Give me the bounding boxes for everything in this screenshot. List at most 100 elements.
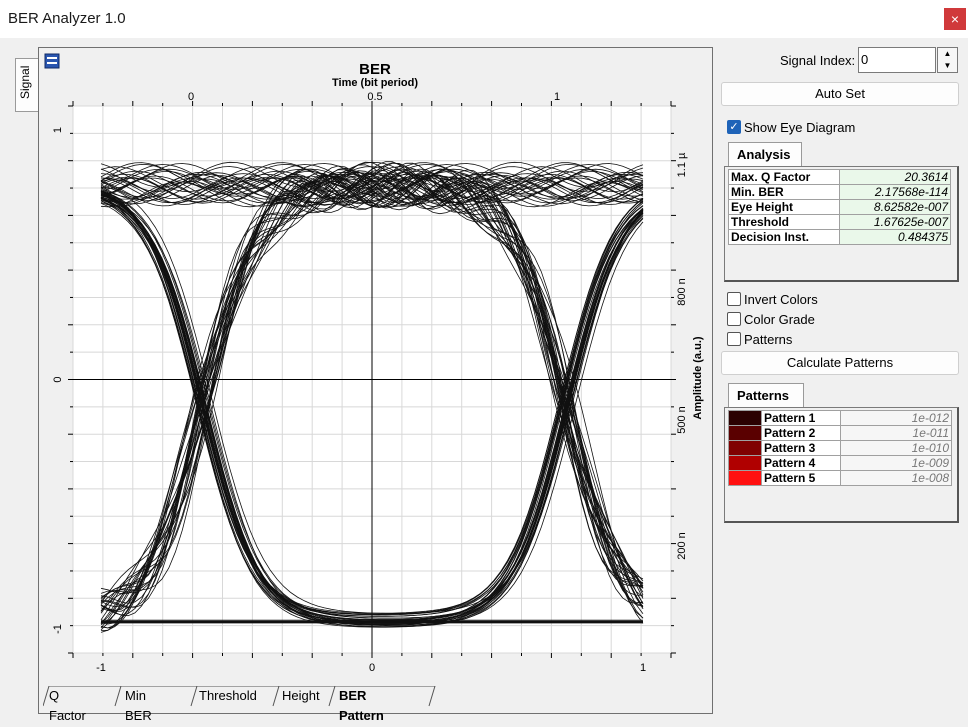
pattern-name: Pattern 1 <box>761 410 841 426</box>
eye-trace <box>100 169 644 612</box>
chart-menu-icon-bar <box>47 57 57 59</box>
tab-ber-pattern[interactable]: BER Pattern <box>339 688 384 723</box>
right-axis-label: Amplitude (a.u.) <box>692 336 704 419</box>
bottom-tick-label: -1 <box>96 662 106 674</box>
right-tick-label: 200 n <box>676 532 688 560</box>
calculate-patterns-button[interactable]: Calculate Patterns <box>721 351 959 375</box>
analysis-row: Eye Height 8.62582e-007 <box>728 199 951 215</box>
plot-frame: BER Time (bit period) 0 0.5 1 -1 0 1 1 0 -1 1.1 µ 80… <box>38 47 713 714</box>
eye-trace <box>100 176 644 203</box>
analysis-key: Eye Height <box>728 199 840 215</box>
pattern-swatch[interactable] <box>728 425 762 441</box>
stepper-up-icon[interactable]: ▲ <box>943 49 952 58</box>
analysis-value[interactable]: 20.3614 <box>839 169 951 185</box>
auto-set-button[interactable]: Auto Set <box>721 82 959 106</box>
pattern-row: Pattern 1 1e-012 <box>728 410 952 426</box>
pattern-value[interactable]: 1e-011 <box>840 425 952 441</box>
eye-trace <box>100 163 644 189</box>
pattern-swatch[interactable] <box>728 470 762 486</box>
pattern-row: Pattern 3 1e-010 <box>728 440 952 456</box>
pattern-swatch[interactable] <box>728 410 762 426</box>
eye-trace <box>100 166 644 625</box>
chart-title: BER <box>359 61 391 78</box>
show-eye-checkbox[interactable]: ✓ <box>727 120 741 134</box>
analysis-grid: Max. Q Factor 20.3614 Min. BER 2.17568e-11… <box>724 166 959 282</box>
pattern-swatch[interactable] <box>728 455 762 471</box>
analysis-key: Min. BER <box>728 184 840 200</box>
title-bar: BER Analyzer 1.0 × <box>0 0 968 38</box>
patterns-checkbox[interactable] <box>727 332 741 346</box>
top-tick-label: 1 <box>554 91 560 103</box>
bottom-tick-label: 0 <box>369 662 375 674</box>
side-tab-signal[interactable]: Signal <box>15 58 38 112</box>
signal-index-value: 0 <box>861 52 869 67</box>
pattern-value[interactable]: 1e-008 <box>840 470 952 486</box>
eye-trace <box>100 200 644 626</box>
eye-trace <box>100 174 644 200</box>
eye-trace <box>100 174 644 605</box>
tab-patterns[interactable]: Patterns <box>728 383 804 407</box>
bottom-tab-outlines <box>43 686 436 707</box>
tab-analysis[interactable]: Analysis <box>728 142 802 166</box>
eye-trace <box>100 168 644 195</box>
right-tick-label: 500 n <box>676 406 688 434</box>
close-button[interactable]: × <box>944 8 966 30</box>
chart-menu-icon <box>44 53 60 69</box>
pattern-value[interactable]: 1e-010 <box>840 440 952 456</box>
window-title: BER Analyzer 1.0 <box>8 10 126 27</box>
eye-trace <box>100 161 644 188</box>
right-tick-label: 1.1 µ <box>676 152 688 177</box>
tab-q-factor[interactable]: Q Factor <box>49 688 86 723</box>
patterns-grid: Pattern 1 1e-012 Pattern 2 1e-011 Pattern … <box>724 407 959 523</box>
pattern-name: Pattern 2 <box>761 425 841 441</box>
analysis-value[interactable]: 0.484375 <box>839 229 951 245</box>
signal-index-input[interactable]: 0 <box>858 47 936 73</box>
pattern-name: Pattern 3 <box>761 440 841 456</box>
patterns-label: Patterns <box>744 332 793 347</box>
top-tick-label: 0 <box>188 91 194 103</box>
eye-trace <box>100 190 644 615</box>
analysis-value[interactable]: 2.17568e-114 <box>839 184 951 200</box>
eye-traces <box>100 161 644 633</box>
analysis-row: Max. Q Factor 20.3614 <box>728 169 951 185</box>
analysis-key: Threshold <box>728 214 840 230</box>
tab-height[interactable]: Height <box>282 688 320 703</box>
right-tick-label: 800 n <box>676 278 688 306</box>
left-tick-label: 0 <box>52 376 64 382</box>
stepper-down-icon[interactable]: ▼ <box>943 61 952 70</box>
pattern-row: Pattern 2 1e-011 <box>728 425 952 441</box>
pattern-name: Pattern 4 <box>761 455 841 471</box>
chart-menu-icon-bar <box>47 62 57 64</box>
eye-trace <box>100 175 644 201</box>
eye-trace <box>100 200 644 627</box>
color-grade-checkbox[interactable] <box>727 312 741 326</box>
pattern-row: Pattern 5 1e-008 <box>728 470 952 486</box>
left-tick-label: -1 <box>52 624 64 634</box>
pattern-value[interactable]: 1e-012 <box>840 410 952 426</box>
signal-index-stepper[interactable]: ▲ ▼ <box>937 47 958 73</box>
analysis-key: Decision Inst. <box>728 229 840 245</box>
eye-trace <box>100 177 644 204</box>
pattern-value[interactable]: 1e-009 <box>840 455 952 471</box>
pattern-name: Pattern 5 <box>761 470 841 486</box>
show-eye-label: Show Eye Diagram <box>744 120 856 135</box>
eye-trace <box>100 180 644 207</box>
left-tick-label: 1 <box>52 127 64 133</box>
eye-trace <box>100 173 644 200</box>
analysis-value[interactable]: 1.67625e-007 <box>839 214 951 230</box>
top-tick-label: 0.5 <box>367 91 382 103</box>
analysis-value[interactable]: 8.62582e-007 <box>839 199 951 215</box>
pattern-swatch[interactable] <box>728 440 762 456</box>
color-grade-label: Color Grade <box>744 312 815 327</box>
analysis-row: Threshold 1.67625e-007 <box>728 214 951 230</box>
invert-colors-label: Invert Colors <box>744 292 818 307</box>
analysis-row: Decision Inst. 0.484375 <box>728 229 951 245</box>
tab-min-ber[interactable]: Min BER <box>125 688 152 723</box>
top-axis-label: Time (bit period) <box>332 77 418 89</box>
pattern-row: Pattern 4 1e-009 <box>728 455 952 471</box>
invert-colors-checkbox[interactable] <box>727 292 741 306</box>
eye-trace <box>100 170 644 631</box>
tab-threshold[interactable]: Threshold <box>199 688 257 703</box>
eye-trace <box>100 190 644 619</box>
